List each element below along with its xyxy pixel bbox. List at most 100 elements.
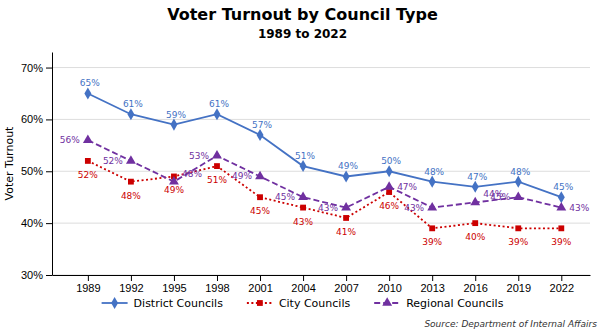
y-tick-mark xyxy=(46,223,52,224)
data-label: 43% xyxy=(404,203,424,213)
series-point xyxy=(214,163,220,169)
series-point xyxy=(300,205,306,211)
data-label: 65% xyxy=(80,78,100,88)
x-tick-label: 1992 xyxy=(119,282,143,294)
data-label: 39% xyxy=(508,237,528,247)
series-point xyxy=(513,192,523,201)
series-line xyxy=(88,140,561,207)
y-tick: 30% xyxy=(21,269,52,281)
data-label: 61% xyxy=(209,99,229,109)
data-label: 48% xyxy=(424,167,444,177)
x-tick-mark xyxy=(260,275,261,281)
data-label: 49% xyxy=(232,171,252,181)
series-point xyxy=(341,202,351,211)
series-point xyxy=(257,194,263,200)
data-label: 47% xyxy=(397,182,417,192)
grid xyxy=(52,68,590,275)
y-tick-label: 50% xyxy=(21,165,43,177)
y-axis-line xyxy=(52,53,53,276)
x-tick-mark xyxy=(432,275,433,281)
series-point xyxy=(472,220,478,226)
data-label: 45% xyxy=(553,182,573,192)
grid-line xyxy=(52,67,590,68)
plot: 30%40%50%60%70%1989199219951998200120042… xyxy=(21,53,591,294)
series-point xyxy=(429,176,436,188)
data-label: 46% xyxy=(379,201,399,211)
x-tick-label: 2001 xyxy=(248,282,272,294)
x-tick-mark xyxy=(217,275,218,281)
series-point xyxy=(85,158,91,164)
series-point xyxy=(84,87,91,99)
y-axis: 30% 40% 50% 60% 70% xyxy=(21,53,53,282)
y-tick: 70% xyxy=(21,62,52,74)
y-tick-label: 60% xyxy=(21,113,43,125)
series-point xyxy=(126,155,136,164)
x-axis: 1989199219951998200120042007201020132016… xyxy=(53,275,591,294)
x-tick: 1989 xyxy=(76,275,100,294)
series-point xyxy=(386,165,393,177)
x-tick-label: 2016 xyxy=(463,282,487,294)
data-label: 43% xyxy=(569,203,589,213)
grid-line xyxy=(52,223,590,224)
data-label: 56% xyxy=(60,135,80,145)
series-point xyxy=(470,197,480,206)
legend-item: City Councils xyxy=(247,297,351,310)
grid-line xyxy=(52,275,590,276)
x-tick-label: 1998 xyxy=(205,282,229,294)
series-point xyxy=(515,176,522,188)
series-point xyxy=(127,108,134,120)
data-label: 52% xyxy=(78,170,98,180)
data-label: 49% xyxy=(338,161,358,171)
data-label: 48% xyxy=(121,191,141,201)
series-point xyxy=(128,179,134,185)
series-point xyxy=(255,171,265,180)
x-tick-mark xyxy=(389,275,390,281)
x-tick-mark xyxy=(518,275,519,281)
series-point xyxy=(558,191,565,203)
series-point xyxy=(83,134,93,143)
legend-marker xyxy=(257,300,263,306)
data-label: 48% xyxy=(182,169,202,179)
series-line xyxy=(88,93,561,197)
y-tick-mark xyxy=(46,119,52,120)
data-label: 51% xyxy=(207,175,227,185)
x-tick-label: 2007 xyxy=(334,282,358,294)
source-note: Source: Department of Internal Affairs xyxy=(424,319,597,329)
y-tick-mark xyxy=(46,171,52,172)
x-tick: 2016 xyxy=(463,275,487,294)
y-tick-mark xyxy=(46,68,52,69)
x-tick-mark xyxy=(88,275,89,281)
x-tick-mark xyxy=(303,275,304,281)
legend-marker xyxy=(382,297,392,306)
series-point xyxy=(343,215,349,221)
x-tick-mark xyxy=(346,275,347,281)
data-label: 43% xyxy=(318,203,338,213)
series-point xyxy=(386,189,392,195)
x-axis-line xyxy=(53,275,591,276)
series-point xyxy=(427,202,437,211)
data-label: 51% xyxy=(295,151,315,161)
subtitle: 1989 to 2022 xyxy=(258,27,347,41)
legend-label: Regional Councils xyxy=(406,297,503,310)
series-point xyxy=(300,160,307,172)
series-line xyxy=(88,161,561,228)
series-point xyxy=(556,202,566,211)
series-point xyxy=(472,181,479,193)
x-tick: 2022 xyxy=(550,275,574,294)
chart: Voter Turnout by Council Type 1989 to 202… xyxy=(0,0,605,333)
series-point xyxy=(170,119,177,131)
y-axis-title: Voter Turnout xyxy=(3,126,16,201)
series-point xyxy=(212,150,222,159)
x-tick: 2019 xyxy=(507,275,531,294)
y-tick: 40% xyxy=(21,217,52,229)
title: Voter Turnout by Council Type xyxy=(167,5,438,24)
x-tick: 2007 xyxy=(334,275,358,294)
x-tick-mark xyxy=(475,275,476,281)
data-label: 52% xyxy=(103,156,123,166)
data-label: 39% xyxy=(551,237,571,247)
legend-item: District Councils xyxy=(102,297,224,310)
data-label: 43% xyxy=(293,217,313,227)
series-point xyxy=(384,181,394,190)
x-tick-mark xyxy=(174,275,175,281)
data-label: 45% xyxy=(275,192,295,202)
